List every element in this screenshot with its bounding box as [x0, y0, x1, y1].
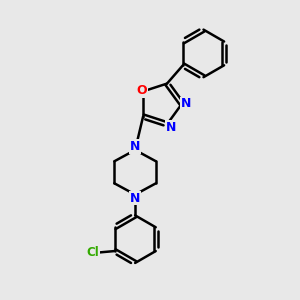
Text: N: N — [165, 121, 176, 134]
Text: N: N — [181, 98, 191, 110]
Text: Cl: Cl — [86, 246, 99, 259]
Text: N: N — [130, 192, 140, 205]
Text: O: O — [136, 84, 147, 97]
Text: N: N — [130, 140, 140, 153]
